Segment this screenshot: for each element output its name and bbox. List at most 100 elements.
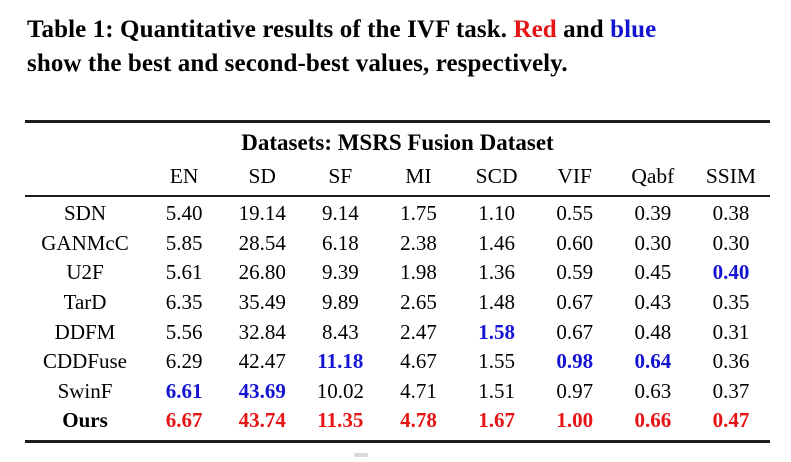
value-cell-best: 6.67: [165, 408, 203, 433]
column-header-row: EN SD SF MI SCD VIF Qabf SSIM: [25, 159, 770, 193]
value-cell: 10.02: [316, 378, 364, 403]
value-cell: 4.67: [400, 349, 437, 374]
table-row-ganmcc: GANMcC 5.85 28.54 6.18 2.38 1.46 0.60 0.30 0.30: [25, 229, 770, 259]
value-cell: 1.46: [478, 230, 515, 255]
table-row-u2f: U2F 5.61 26.80 9.39 1.98 1.36 0.59 0.45 0.40: [25, 258, 770, 288]
table-row-cddfuse: CDDFuse 6.29 42.47 11.18 4.67 1.55 0.98 0.64 0.3…: [25, 347, 770, 377]
value-cell-second: 6.61: [165, 378, 203, 403]
value-cell: 0.39: [634, 201, 672, 226]
value-cell-best: 1.00: [556, 408, 594, 433]
value-cell: 0.43: [634, 290, 672, 315]
caption-line-2: show the best and second-best values, re…: [27, 50, 568, 77]
cropped-text-artifact: [354, 453, 368, 457]
table-row-sdn: SDN 5.40 19.14 9.14 1.75 1.10 0.55 0.39 0.38: [25, 199, 770, 229]
caption-segment-black: and: [556, 16, 611, 43]
value-cell: 0.35: [712, 290, 750, 315]
caption-line-1: Table 1: Quantitative results of the IVF…: [27, 13, 777, 47]
method-name: TarD: [63, 290, 107, 315]
caption-segment-red: Red: [513, 16, 557, 43]
caption-segment-blue: blue: [610, 16, 657, 43]
value-cell-best: 0.66: [634, 408, 672, 433]
value-cell: 1.75: [400, 201, 437, 226]
value-cell: 0.48: [634, 319, 672, 344]
value-cell: 0.30: [712, 230, 750, 255]
value-cell: 0.45: [634, 260, 672, 285]
value-cell: 0.38: [712, 201, 750, 226]
value-cell-best: 1.67: [478, 408, 515, 433]
value-cell: 6.35: [165, 290, 203, 315]
value-cell: 0.67: [556, 290, 594, 315]
table-row-tard: TarD 6.35 35.49 9.89 2.65 1.48 0.67 0.43 0.35: [25, 288, 770, 318]
table-bottom-rule: [25, 440, 770, 443]
value-cell: 1.36: [478, 260, 515, 285]
value-cell-second: 0.64: [634, 349, 672, 374]
results-table: Datasets: MSRS Fusion Dataset EN SD SF MI SC…: [25, 120, 770, 450]
column-header-qabf: Qabf: [631, 163, 675, 188]
value-cell: 0.37: [712, 378, 750, 403]
table-mid-rule: [25, 195, 770, 197]
value-cell: 1.98: [400, 260, 437, 285]
value-cell: 0.31: [712, 319, 750, 344]
value-cell: 5.61: [165, 260, 203, 285]
column-header-sd: SD: [248, 163, 276, 188]
caption-segment-black: Table 1: Quantitative results of the IVF…: [27, 16, 514, 43]
value-cell: 0.60: [556, 230, 594, 255]
value-cell: 5.85: [165, 230, 203, 255]
method-name: SDN: [63, 201, 106, 226]
value-cell-second: 0.98: [556, 349, 594, 374]
value-cell: 26.80: [238, 260, 286, 285]
value-cell: 8.43: [321, 319, 359, 344]
value-cell: 0.67: [556, 319, 594, 344]
method-name: GANMcC: [41, 230, 129, 255]
column-header-mi: MI: [405, 163, 432, 188]
value-cell: 0.63: [634, 378, 672, 403]
value-cell: 4.71: [400, 378, 437, 403]
value-cell: 0.30: [634, 230, 672, 255]
value-cell-best: 11.35: [317, 408, 364, 433]
value-cell-best: 43.74: [238, 408, 286, 433]
value-cell: 1.48: [478, 290, 515, 315]
value-cell: 5.56: [165, 319, 203, 344]
value-cell: 5.40: [165, 201, 203, 226]
value-cell: 1.10: [478, 201, 515, 226]
method-name: CDDFuse: [42, 349, 127, 374]
column-header-en: EN: [169, 163, 199, 188]
value-cell: 6.29: [165, 349, 203, 374]
value-cell-second: 0.40: [712, 260, 750, 285]
column-header-vif: VIF: [557, 163, 593, 188]
value-cell-best: 0.47: [712, 408, 750, 433]
table-row-ddfm: DDFM 5.56 32.84 8.43 2.47 1.58 0.67 0.48 0.31: [25, 317, 770, 347]
value-cell: 0.55: [556, 201, 594, 226]
value-cell: 2.65: [400, 290, 437, 315]
column-header-ssim: SSIM: [705, 163, 757, 188]
value-cell: 9.89: [321, 290, 359, 315]
value-cell-second: 1.58: [478, 319, 515, 344]
value-cell: 1.55: [478, 349, 515, 374]
value-cell: 0.59: [556, 260, 594, 285]
table-group-header: Datasets: MSRS Fusion Dataset: [241, 130, 554, 155]
table-row-ours: Ours 6.67 43.74 11.35 4.78 1.67 1.00 0.66 0.47: [25, 406, 770, 436]
value-cell: 2.47: [400, 319, 437, 344]
table-body: SDN 5.40 19.14 9.14 1.75 1.10 0.55 0.39 0.38 GANM…: [25, 199, 770, 436]
method-name: DDFM: [54, 319, 116, 344]
value-cell: 0.36: [712, 349, 750, 374]
value-cell-second: 11.18: [317, 349, 364, 374]
column-header-scd: SCD: [475, 163, 518, 188]
table-top-rule: [25, 120, 770, 123]
value-cell: 9.14: [321, 201, 359, 226]
table-row-swinf: SwinF 6.61 43.69 10.02 4.71 1.51 0.97 0.63 0.37: [25, 377, 770, 407]
table-caption: Table 1: Quantitative results of the IVF…: [27, 13, 777, 81]
value-cell: 1.51: [478, 378, 515, 403]
value-cell: 0.97: [556, 378, 594, 403]
method-name: Ours: [62, 408, 108, 433]
value-cell: 19.14: [238, 201, 286, 226]
value-cell: 42.47: [238, 349, 286, 374]
column-header-sf: SF: [328, 163, 353, 188]
value-cell: 6.18: [321, 230, 359, 255]
value-cell: 32.84: [238, 319, 286, 344]
method-name: U2F: [66, 260, 104, 285]
value-cell-second: 43.69: [238, 378, 286, 403]
value-cell: 28.54: [238, 230, 286, 255]
value-cell: 2.38: [400, 230, 437, 255]
